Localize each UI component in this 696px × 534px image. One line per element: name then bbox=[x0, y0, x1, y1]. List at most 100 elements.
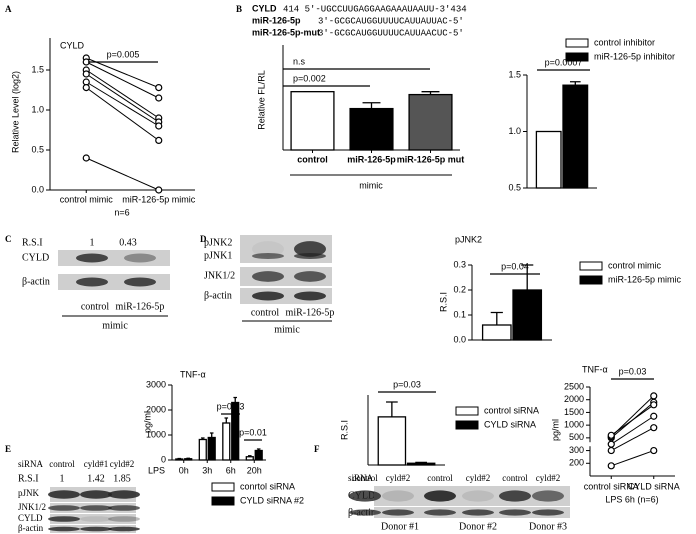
data-point bbox=[155, 83, 163, 92]
data-point bbox=[155, 94, 163, 102]
blot-band bbox=[48, 505, 80, 511]
blot-band bbox=[462, 509, 494, 516]
data-point bbox=[607, 462, 615, 470]
data-point bbox=[607, 446, 615, 455]
bar bbox=[254, 449, 263, 461]
y-tick-label: 0.5 bbox=[31, 144, 44, 154]
blot-band bbox=[252, 241, 284, 257]
group-label: mimic bbox=[274, 324, 300, 335]
annotation: n.s bbox=[293, 56, 306, 66]
error-bar bbox=[233, 396, 238, 403]
lane-label: cyld#2 bbox=[466, 473, 491, 483]
x-axis-label: LPS bbox=[148, 465, 165, 475]
x-tick-label: 0h bbox=[179, 465, 189, 475]
lane-label: control bbox=[49, 459, 75, 469]
blot-band bbox=[532, 509, 564, 516]
rsi-label: R.S.I bbox=[18, 473, 39, 484]
data-point bbox=[155, 186, 163, 194]
data-point bbox=[650, 401, 658, 409]
legend-swatch bbox=[211, 482, 235, 492]
bar bbox=[245, 456, 254, 461]
legend-label: CYLD siRNA #2 bbox=[240, 495, 304, 505]
row-label: CYLD bbox=[18, 513, 43, 523]
blot-band bbox=[382, 490, 414, 502]
series-line bbox=[86, 61, 159, 99]
legend-label: conrtol siRNA bbox=[240, 481, 295, 491]
error-bar bbox=[224, 417, 229, 423]
chart-title: pJNK2 bbox=[455, 234, 482, 244]
y-tick-label: 1.5 bbox=[31, 64, 44, 74]
bar bbox=[198, 438, 207, 461]
bar bbox=[207, 436, 216, 461]
series-line bbox=[610, 404, 655, 436]
y-tick-label: 500 bbox=[569, 432, 584, 442]
annotation: p=0.01 bbox=[239, 427, 267, 437]
blot-band bbox=[108, 490, 140, 499]
blot-band bbox=[499, 490, 531, 502]
x-tick-label: miR-126-5p bbox=[347, 154, 396, 164]
row-label: JNK1/2 bbox=[18, 502, 46, 512]
y-axis-label: R.S.I bbox=[438, 292, 448, 312]
legend-label: control inhibitor bbox=[594, 37, 655, 47]
donor-label: Donor #2 bbox=[459, 521, 497, 532]
blot-band bbox=[80, 490, 112, 499]
y-tick-label: 1000 bbox=[564, 420, 584, 430]
donor-label: Donor #1 bbox=[381, 521, 419, 532]
series-line bbox=[86, 157, 159, 191]
sequence-text: 414 5'-UGCCUUGAGGAAGAAAUAAUU-3'434 bbox=[283, 4, 467, 14]
blot-band bbox=[294, 253, 326, 259]
blot-band bbox=[76, 277, 108, 287]
x-axis-label: mimic bbox=[359, 180, 383, 190]
annotation: p=0.03 bbox=[393, 379, 421, 389]
y-tick-label: 3000 bbox=[146, 379, 166, 389]
rsi-value: 1.42 bbox=[87, 473, 105, 484]
blot-band bbox=[349, 490, 381, 502]
error-bar bbox=[209, 432, 214, 438]
sequence-name: miR-126-5p bbox=[252, 15, 301, 25]
annotation: p=0.0007 bbox=[545, 57, 583, 67]
bar bbox=[406, 462, 436, 466]
legend-swatch bbox=[579, 275, 603, 285]
data-point bbox=[607, 440, 615, 448]
data-point bbox=[82, 83, 90, 92]
y-tick-label: 0.2 bbox=[453, 284, 466, 294]
blot-band bbox=[80, 516, 112, 522]
blot-band bbox=[294, 291, 326, 301]
sequence-text: 3'-GCGCAUGGUUUUCAUUAUUAC-5' bbox=[318, 16, 464, 26]
row-label: JNK1/2 bbox=[204, 270, 235, 281]
bar bbox=[175, 458, 184, 461]
x-axis-label: n=6 bbox=[114, 207, 129, 217]
lane-title: siRNA bbox=[18, 459, 44, 469]
sequence-text: 3'-GCGCAUGGUUUUCAUUAACUC-5' bbox=[318, 28, 464, 38]
rsi-value: 1.85 bbox=[113, 473, 131, 484]
data-point bbox=[650, 412, 658, 420]
bar bbox=[562, 84, 589, 189]
panel-letter: A bbox=[5, 4, 12, 14]
blot-band bbox=[382, 509, 414, 516]
panel-letter: D bbox=[200, 234, 207, 244]
data-point bbox=[82, 70, 90, 78]
lane-label: control bbox=[352, 473, 378, 483]
rsi-label: R.S.I bbox=[22, 237, 43, 248]
bar bbox=[481, 324, 512, 341]
lane-label: cyld#2 bbox=[110, 459, 135, 469]
data-point bbox=[650, 392, 658, 400]
annotation: p=0.005 bbox=[107, 49, 140, 59]
x-tick-label: 20h bbox=[247, 465, 262, 475]
annotation: p=0.03 bbox=[217, 401, 245, 411]
rsi-value: 1 bbox=[90, 237, 95, 248]
x-axis-label: LPS 6h (n=6) bbox=[605, 494, 658, 504]
lane-title: siRNA bbox=[348, 473, 374, 483]
x-tick-label: 3h bbox=[202, 465, 212, 475]
bar bbox=[290, 91, 335, 151]
panel-letter: C bbox=[5, 234, 12, 244]
blot-band bbox=[48, 516, 80, 522]
series-line bbox=[86, 57, 159, 89]
series-line bbox=[611, 427, 654, 452]
lane-label: miR-126-5p bbox=[116, 301, 165, 312]
rsi-value: 0.43 bbox=[119, 237, 137, 248]
legend-label: miR-126-5p mimic bbox=[608, 274, 682, 284]
error-bar bbox=[490, 311, 503, 325]
blot-band bbox=[48, 526, 80, 532]
rsi-value: 1 bbox=[60, 473, 65, 484]
